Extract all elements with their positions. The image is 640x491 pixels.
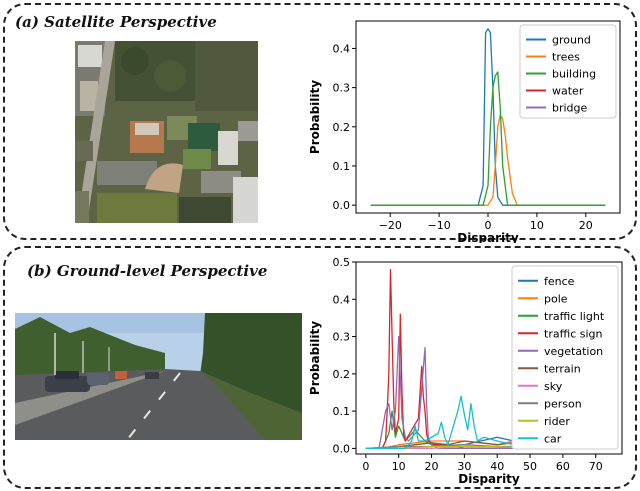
chart-b-series-line-3 (365, 268, 613, 450)
chart-b-legend-label: terrain (544, 362, 581, 375)
street-image (15, 313, 302, 440)
chart-a-xtick-label: −10 (428, 219, 451, 232)
satellite-image (75, 41, 258, 223)
chart-b-ytick-label: 0.0 (333, 442, 351, 455)
chart-a-series-line-2 (370, 71, 606, 206)
chart-a-xtick-label: 10 (530, 219, 544, 232)
chart-a-ytick-label: 0.3 (333, 82, 351, 95)
chart-a-ytick-label: 0.1 (333, 160, 351, 173)
chart-a-ytick-label: 0.4 (333, 42, 351, 55)
chart-b-legend-label: sky (544, 380, 563, 393)
chart-b-xtick-label: 60 (556, 460, 570, 473)
chart-a-ytick-label: 0.0 (333, 199, 351, 212)
chart-b-legend-label: fence (544, 275, 575, 288)
chart-b-axes-frame (355, 261, 623, 455)
chart-a-legend-label: ground (552, 34, 591, 47)
chart-a-series-line-0 (370, 28, 606, 206)
chart-b-ytick-label: 0.1 (333, 405, 351, 418)
ground-level-disparity-chart: 0 10 20 30 40 50 60 70 0.0 0.1 0.2 0.3 0.4 0.5 Dispari… (310, 256, 623, 486)
chart-b-xtick-label: 50 (523, 460, 537, 473)
chart-b-ylabel: Probability (310, 321, 322, 395)
chart-b-legend-label: vegetation (544, 345, 603, 358)
chart-b-xtick-label: 40 (490, 460, 504, 473)
chart-b-xtick-label: 20 (425, 460, 439, 473)
chart-b-legend-label: person (544, 397, 582, 410)
chart-a-legend: ground trees building water bridge (519, 24, 617, 119)
chart-b-xtick-label: 70 (589, 460, 603, 473)
chart-b-xlabel: Disparity (458, 472, 520, 486)
chart-a-xtick-label: −20 (379, 219, 402, 232)
chart-a-xlabel: Disparity (457, 231, 519, 243)
chart-a-xtick-label: 20 (579, 219, 593, 232)
chart-b-legend-label: traffic sign (544, 327, 603, 340)
chart-b-xtick-label: 30 (457, 460, 471, 473)
chart-b-legend-label: pole (544, 292, 568, 305)
chart-b-xtick-label: 0 (362, 460, 369, 473)
chart-b-ytick-label: 0.3 (333, 331, 351, 344)
chart-b-legend-label: car (544, 432, 562, 445)
chart-a-xtick-label: 0 (485, 219, 492, 232)
ground-level-panel: (b) Ground-level Perspective 0 10 20 30 40 50… (3, 246, 637, 489)
chart-b-ytick-label: 0.5 (333, 256, 351, 269)
satellite-panel-title: (a) Satellite Perspective (15, 13, 217, 31)
chart-b-legend-label: traffic light (544, 310, 605, 323)
chart-a-ytick-label: 0.2 (333, 121, 351, 134)
chart-b-series-line-4 (365, 335, 613, 450)
chart-b-xtick-label: 10 (392, 460, 406, 473)
chart-a-legend-label: bridge (552, 102, 588, 115)
satellite-disparity-chart: −20 −10 0 10 20 0.0 0.1 0.2 0.3 0.4 Disparity Proba… (310, 20, 621, 243)
ground-level-panel-title: (b) Ground-level Perspective (27, 262, 268, 280)
chart-b-legend-label: rider (544, 415, 570, 428)
chart-b-ytick-label: 0.4 (333, 293, 351, 306)
chart-b-ytick-label: 0.2 (333, 368, 351, 381)
chart-a-legend-label: water (552, 85, 584, 98)
chart-a-ylabel: Probability (310, 80, 322, 154)
chart-b-legend: fence pole traffic light traffic sign vegeta… (511, 265, 619, 450)
satellite-panel: (a) Satellite Perspective (3, 3, 637, 243)
chart-a-series-line-1 (370, 114, 606, 206)
chart-a-legend-label: building (552, 68, 596, 81)
chart-a-legend-label: trees (552, 51, 580, 64)
